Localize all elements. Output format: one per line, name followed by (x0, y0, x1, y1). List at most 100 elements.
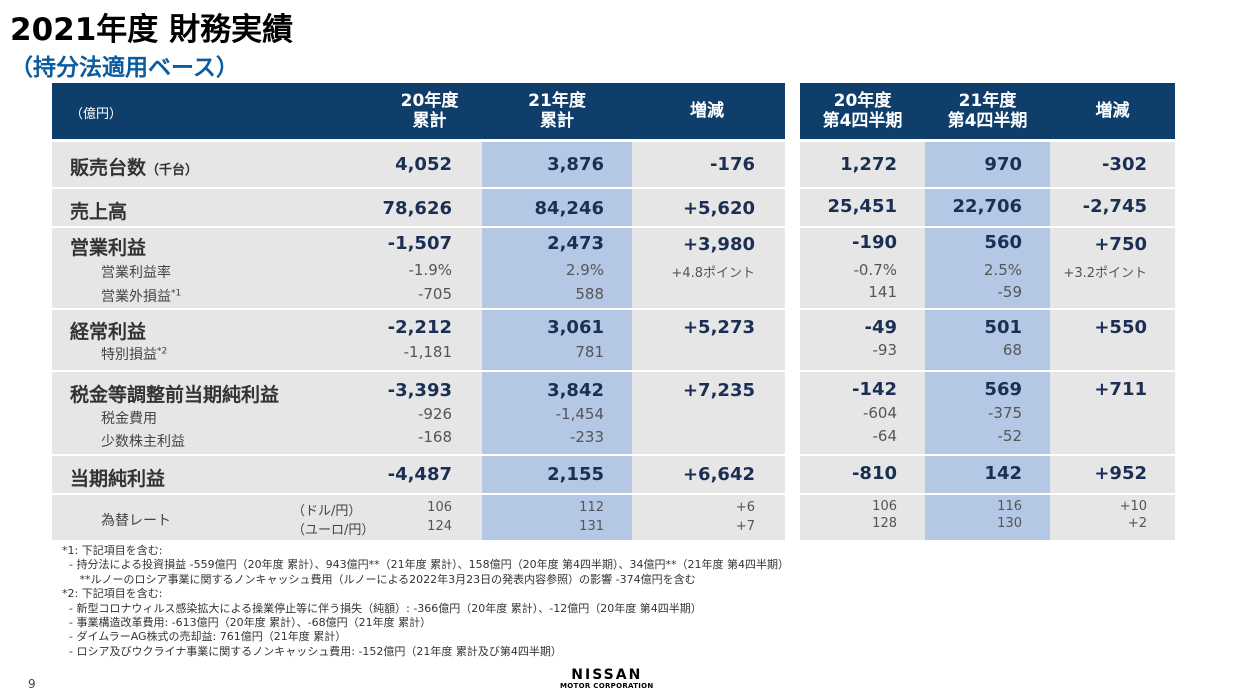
cell-ordinary-q4-diff: +550 (1094, 317, 1147, 338)
row-divider (52, 493, 1175, 495)
cell-fx-eur-q4-fy20: 128 (872, 516, 897, 531)
col-header-fy21: 21年度 累計 (528, 91, 586, 131)
page-number: 9 (28, 677, 36, 691)
cell-pretax-q4-diff: +711 (1094, 379, 1147, 400)
cell-non-op-q4-fy21: -59 (997, 283, 1023, 301)
cell-net-fy21: 2,155 (547, 464, 604, 485)
cell-tax-q4-fy21: -375 (987, 404, 1022, 422)
cell-fx-usd-q4-fy21: 116 (997, 499, 1022, 514)
cell-non-op-fy21: 588 (575, 285, 604, 303)
cell-revenue-fy20: 78,626 (382, 198, 452, 219)
cell-pretax-fy21: 3,842 (547, 380, 604, 401)
cell-pretax-q4-fy21: 569 (984, 379, 1022, 400)
cell-fx-eur-diff: +7 (735, 519, 755, 534)
cell-special-fy21: 781 (575, 343, 604, 361)
cell-ordinary-fy21: 3,061 (547, 317, 604, 338)
cell-minority-fy21: -233 (569, 428, 604, 446)
footnote-line: - ロシア及びウクライナ事業に関するノンキャッシュ費用: -152億円（21年度… (62, 644, 562, 658)
cell-minority-q4-fy21: -52 (997, 427, 1023, 445)
col-header-q4-fy20: 20年度 第4四半期 (822, 91, 903, 131)
cell-op-margin-fy21: 2.9% (565, 261, 604, 279)
row-label-units: 販売台数（千台） (70, 157, 199, 179)
row-label-minority: 少数株主利益 (101, 434, 185, 450)
cell-pretax-diff: +7,235 (682, 380, 755, 401)
footnote-line: *2: 下記項目を含む: (62, 587, 163, 601)
cell-tax-q4-fy20: -604 (862, 404, 897, 422)
row-label-pretax: 税金等調整前当期純利益 (70, 384, 280, 406)
cell-fx-eur-q4-fy21: 130 (997, 516, 1022, 531)
row-divider (52, 454, 1175, 456)
cell-ordinary-diff: +5,273 (682, 317, 755, 338)
cell-op-q4-diff: +750 (1094, 234, 1147, 255)
cell-fx-usd-fy20: 106 (427, 500, 452, 515)
cell-fx-usd-fy21: 112 (579, 500, 604, 515)
page-subtitle: （持分法適用ベース） (10, 55, 239, 81)
cell-special-q4-fy21: 68 (1002, 341, 1022, 359)
cell-revenue-fy21: 84,246 (534, 198, 604, 219)
col-header-q4-diff: 増減 (1095, 101, 1130, 121)
logo-wordmark: NISSAN (571, 667, 643, 683)
cell-special-q4-fy20: -93 (872, 341, 898, 359)
cell-revenue-q4-fy21: 22,706 (952, 196, 1022, 217)
cell-ordinary-q4-fy20: -49 (864, 317, 897, 338)
row-label-special: 特別損益*2 (101, 346, 168, 363)
cell-units-q4-fy21: 970 (984, 154, 1022, 175)
row-label-fx: 為替レート (101, 513, 171, 529)
cell-op-q4-fy20: -190 (851, 232, 897, 253)
row-label-ordinary: 経常利益 (70, 321, 147, 343)
row-divider (52, 226, 1175, 228)
fx-usd-label: （ドル/円） (292, 504, 362, 519)
highlight-fy21 (482, 142, 632, 540)
cell-revenue-q4-diff: -2,745 (1082, 196, 1147, 217)
cell-op-margin-q4-diff: +3.2ポイント (1063, 266, 1147, 281)
cell-fx-eur-fy21: 131 (579, 519, 604, 534)
footnotes: *1: 下記項目を含む: - 持分法による投資損益 -559億円（20年度 累計… (62, 544, 789, 659)
cell-fx-usd-q4-fy20: 106 (872, 499, 897, 514)
cell-fx-eur-q4-diff: +2 (1127, 516, 1147, 531)
cell-revenue-diff: +5,620 (682, 198, 755, 219)
highlight-q4-fy21 (925, 142, 1050, 540)
row-label-tax: 税金費用 (101, 411, 157, 427)
cell-units-diff: -176 (709, 154, 755, 175)
cell-pretax-fy20: -3,393 (387, 380, 452, 401)
cell-op-fy20: -1,507 (387, 233, 452, 254)
row-divider (52, 187, 1175, 189)
footnote-line: - 新型コロナウィルス感染拡大による操業停止等に伴う損失（純額）: -366億円… (62, 601, 702, 615)
cell-special-fy20: -1,181 (403, 343, 452, 361)
row-divider (52, 370, 1175, 372)
cell-net-diff: +6,642 (682, 464, 755, 485)
cell-ordinary-q4-fy21: 501 (984, 317, 1022, 338)
cell-tax-fy20: -926 (417, 405, 452, 423)
footnote-line: *1: 下記項目を含む: (62, 544, 163, 557)
cell-units-q4-fy20: 1,272 (840, 154, 897, 175)
unit-label: （億円） (70, 107, 123, 122)
cell-revenue-q4-fy20: 25,451 (827, 196, 897, 217)
cell-units-q4-diff: -302 (1101, 154, 1147, 175)
cell-net-q4-fy20: -810 (851, 463, 897, 484)
cell-fx-eur-fy20: 124 (427, 519, 452, 534)
cell-op-margin-fy20: -1.9% (408, 261, 452, 279)
cell-minority-q4-fy20: -64 (872, 427, 898, 445)
fx-eur-label: （ユーロ/円） (292, 523, 375, 538)
col-header-diff: 増減 (690, 101, 724, 121)
cell-op-q4-fy21: 560 (984, 232, 1022, 253)
cell-net-q4-fy21: 142 (984, 463, 1022, 484)
cell-non-op-q4-fy20: 141 (868, 283, 897, 301)
row-label-revenue: 売上高 (70, 201, 128, 223)
footnote-line: - 持分法による投資損益 -559億円（20年度 累計）、943億円**（21年… (62, 558, 790, 572)
cell-net-fy20: -4,487 (387, 464, 452, 485)
row-label-net: 当期純利益 (70, 468, 166, 490)
row-label-op: 営業利益 (70, 237, 147, 259)
cell-op-margin-diff: +4.8ポイント (671, 266, 755, 281)
row-label-non-op: 営業外損益*1 (101, 288, 182, 305)
table-body-left (52, 142, 785, 540)
table-header-right: 20年度 第4四半期 21年度 第4四半期 増減 (800, 83, 1175, 139)
footnote-line: - ダイムラーAG株式の売却益: 761億円（21年度 累計） (62, 630, 347, 644)
cell-net-q4-diff: +952 (1094, 463, 1147, 484)
table-header-left: （億円） 20年度 累計 21年度 累計 増減 (52, 83, 785, 139)
cell-pretax-q4-fy20: -142 (851, 379, 897, 400)
cell-ordinary-fy20: -2,212 (387, 317, 452, 338)
logo-tagline: MOTOR CORPORATION (560, 682, 654, 690)
page-title: 2021年度 財務実績 (10, 12, 294, 48)
footnote-line: **ルノーのロシア事業に関するノンキャッシュ費用（ルノーによる2022年3月23… (62, 572, 696, 586)
